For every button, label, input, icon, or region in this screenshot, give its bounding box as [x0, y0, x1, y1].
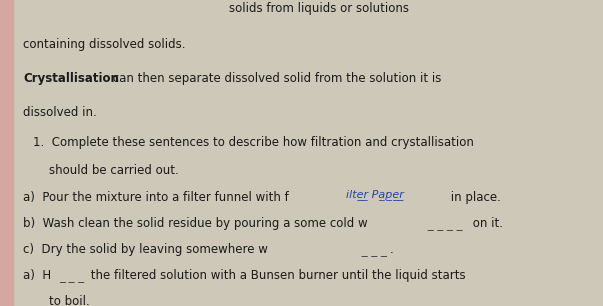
Text: 1.  Complete these sentences to describe how filtration and crystallisation: 1. Complete these sentences to describe …: [33, 136, 474, 149]
Text: in place.: in place.: [447, 191, 501, 204]
Text: Crystallisation: Crystallisation: [23, 72, 119, 85]
Text: should be carried out.: should be carried out.: [49, 164, 179, 177]
Text: dissolved in.: dissolved in.: [23, 106, 96, 118]
Bar: [0, 0, 13, 306]
Text: b)  Wash clean the solid residue by pouring a some cold w: b) Wash clean the solid residue by pouri…: [23, 217, 368, 230]
Text: on it.: on it.: [469, 217, 502, 230]
Text: _ _ _ _: _ _ _ _: [424, 217, 463, 230]
Text: solids from liquids or solutions: solids from liquids or solutions: [229, 2, 409, 14]
Text: c)  Dry the solid by leaving somewhere w: c) Dry the solid by leaving somewhere w: [23, 243, 268, 256]
Text: a)  Pour the mixture into a filter funnel with f: a) Pour the mixture into a filter funnel…: [23, 191, 289, 204]
Text: _ _ _: _ _ _: [59, 269, 84, 282]
Text: containing dissolved solids.: containing dissolved solids.: [23, 38, 185, 51]
Text: ilte̲r̲ Pa̲p̲e̲r̲: ilte̲r̲ Pa̲p̲e̲r̲: [346, 189, 403, 200]
Text: a)  H: a) H: [23, 269, 51, 282]
Text: .: .: [390, 243, 394, 256]
Text: can then separate dissolved solid from the solution it is: can then separate dissolved solid from t…: [109, 72, 441, 85]
Text: to boil.: to boil.: [49, 295, 90, 306]
Text: _ _ _: _ _ _: [358, 243, 387, 256]
Text: the filtered solution with a Bunsen burner until the liquid starts: the filtered solution with a Bunsen burn…: [87, 269, 466, 282]
